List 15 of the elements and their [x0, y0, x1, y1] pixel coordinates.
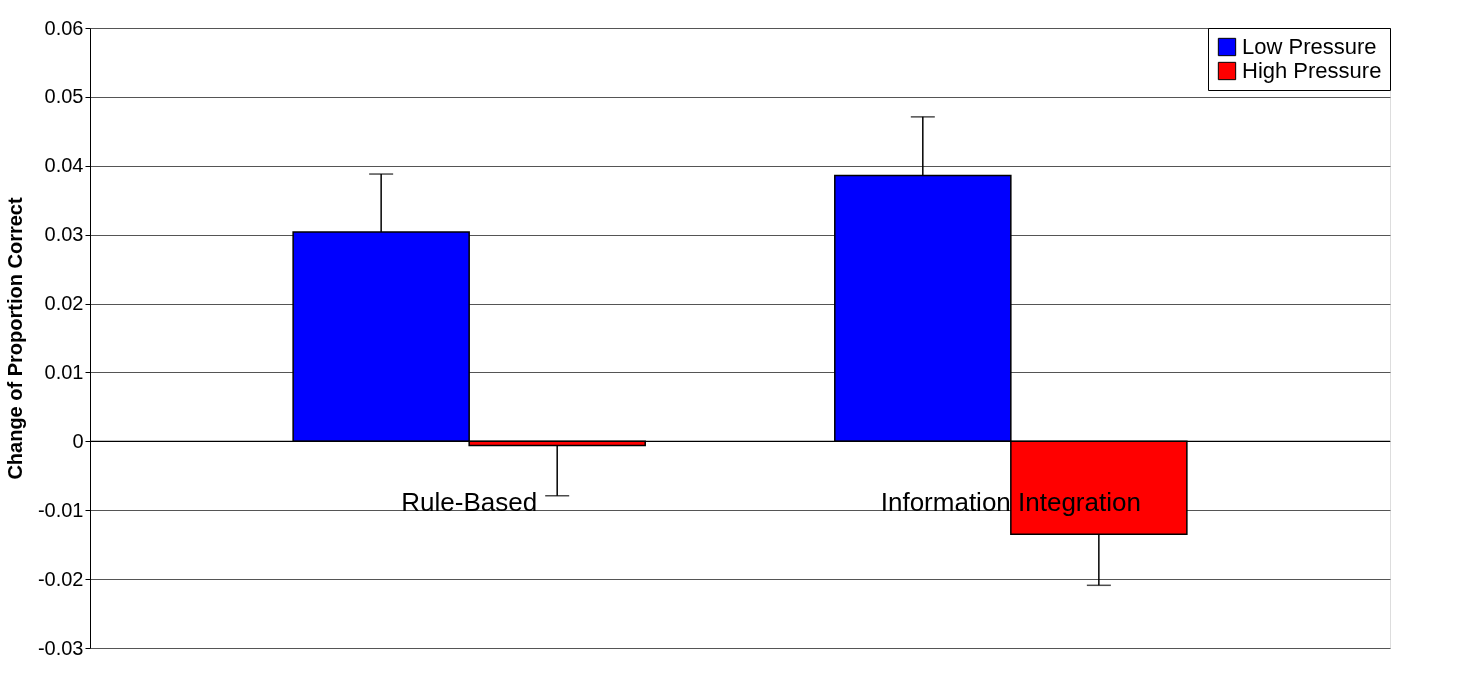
- legend-label: High Pressure: [1242, 58, 1382, 83]
- legend-label: Low Pressure: [1242, 34, 1377, 59]
- y-tick-label: 0.04: [44, 154, 84, 177]
- y-tick-label: -0.01: [37, 498, 84, 521]
- x-tick-label: Rule-Based: [401, 487, 538, 518]
- y-tick-label: 0.03: [44, 223, 84, 246]
- y-axis-title: Change of Proportion Correct: [3, 197, 26, 480]
- y-tick-label: 0.05: [44, 85, 84, 108]
- y-tick-label: 0: [72, 429, 84, 452]
- y-tick-label: 0.01: [44, 360, 84, 383]
- x-tick-label: Information Integration: [880, 487, 1141, 518]
- y-tick-label: -0.03: [37, 636, 84, 659]
- y-tick-label: 0.02: [44, 292, 84, 315]
- y-tick-label: -0.02: [37, 567, 84, 590]
- y-tick-label: 0.06: [44, 16, 84, 39]
